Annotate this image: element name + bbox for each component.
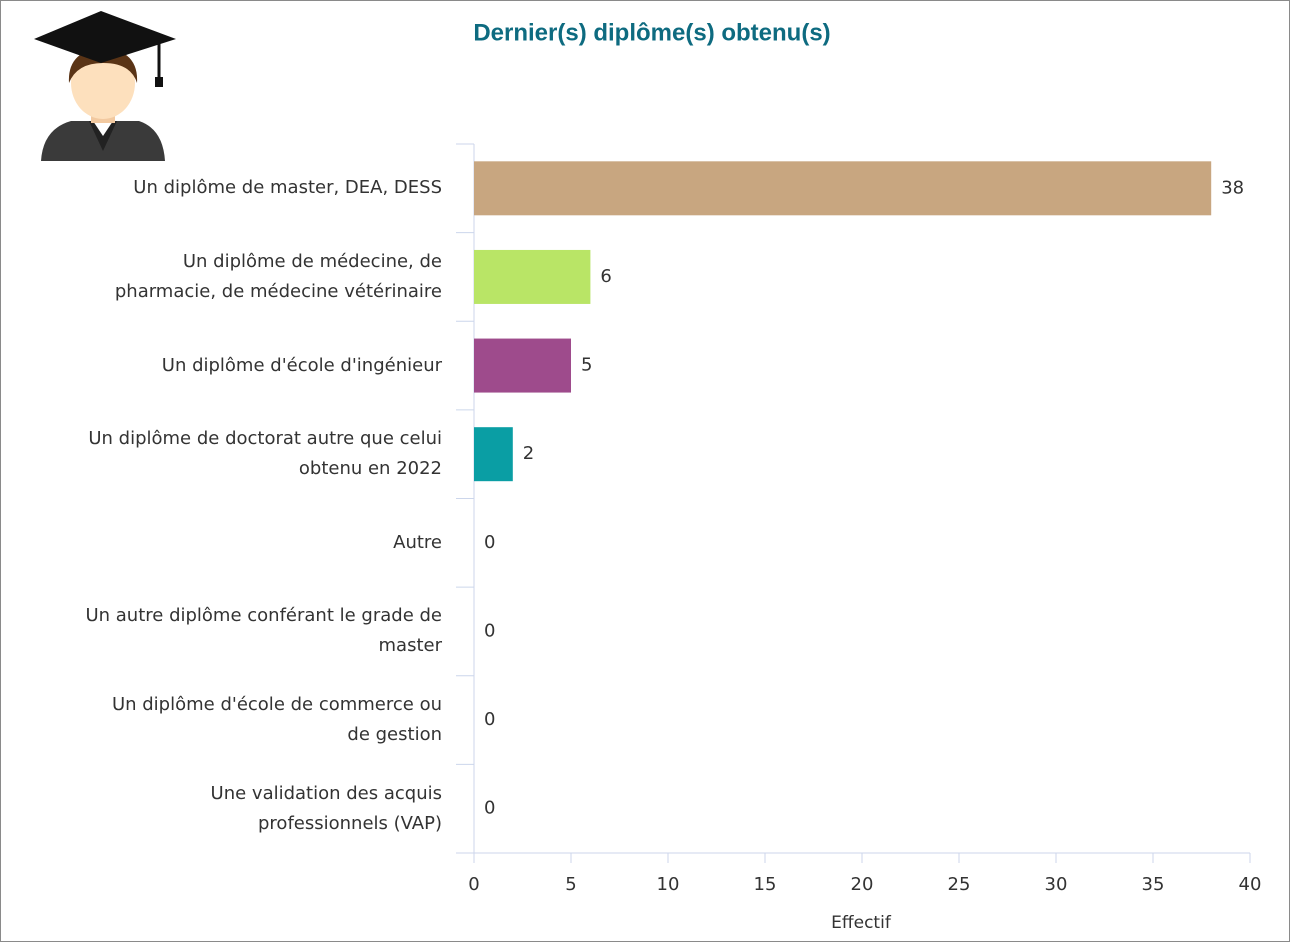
bar (474, 161, 1212, 216)
data-label: 5 (581, 355, 592, 376)
bar (474, 427, 513, 482)
data-label: 38 (1221, 177, 1244, 198)
x-tick-label: 20 (851, 874, 874, 895)
category-label: Autre (393, 531, 442, 553)
data-label: 0 (484, 532, 495, 553)
x-axis-title: Effectif (831, 913, 892, 933)
x-tick-label: 35 (1142, 874, 1165, 895)
category-label: Un diplôme de doctorat autre que celui o… (88, 428, 442, 480)
category-label: Un diplôme de master, DEA, DESS (133, 177, 442, 199)
chart-title: Dernier(s) diplôme(s) obtenu(s) (473, 19, 830, 46)
x-tick-label: 40 (1239, 874, 1262, 895)
graduate-icon (34, 11, 176, 161)
bar (474, 249, 591, 304)
x-tick-label: 0 (468, 874, 479, 895)
category-label: Un autre diplôme conférant le grade de m… (85, 605, 442, 657)
data-label: 6 (600, 266, 611, 287)
x-tick-label: 25 (948, 874, 971, 895)
bar (474, 338, 571, 393)
x-tick-label: 5 (565, 874, 576, 895)
category-label: Un diplôme de médecine, de pharmacie, de… (114, 250, 442, 302)
data-label: 0 (484, 620, 495, 641)
data-label: 2 (523, 443, 534, 464)
x-tick-label: 15 (754, 874, 777, 895)
data-label: 0 (484, 798, 495, 819)
x-tick-label: 10 (657, 874, 680, 895)
category-label: Un diplôme d'école de commerce ou de ges… (111, 694, 442, 746)
category-label: Un diplôme d'école d'ingénieur (161, 354, 442, 376)
category-label: Une validation des acquis professionnels… (210, 782, 442, 834)
x-tick-label: 30 (1045, 874, 1068, 895)
data-label: 0 (484, 709, 495, 730)
